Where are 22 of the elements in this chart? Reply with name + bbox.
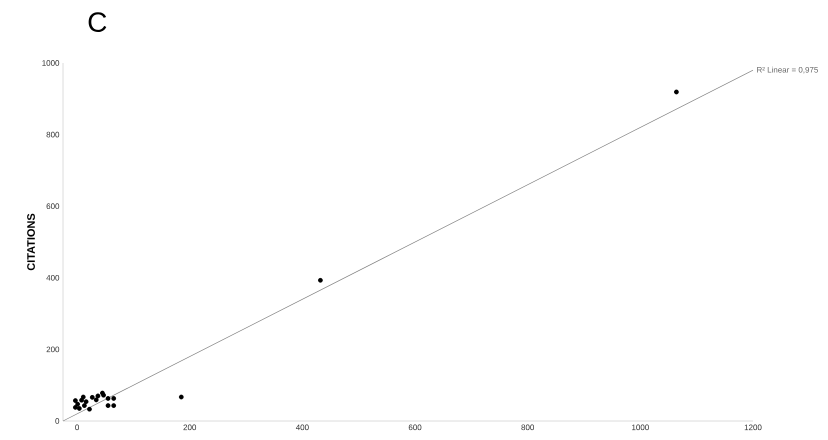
point [318, 278, 323, 283]
point [80, 394, 86, 400]
point [79, 398, 84, 403]
point [76, 406, 82, 411]
point [111, 396, 116, 401]
point [106, 396, 110, 401]
chart-title: C [88, 12, 106, 32]
point [111, 403, 116, 408]
point [106, 403, 110, 408]
point [674, 90, 679, 94]
point [90, 394, 95, 400]
point [73, 405, 78, 410]
point [82, 403, 87, 408]
point [94, 397, 99, 402]
y-axis-title: CITATIONS [27, 214, 35, 270]
point [96, 394, 100, 398]
point [101, 392, 106, 398]
point [73, 398, 78, 403]
point [84, 399, 88, 404]
point [178, 394, 184, 400]
point [87, 406, 92, 412]
point [75, 402, 80, 407]
